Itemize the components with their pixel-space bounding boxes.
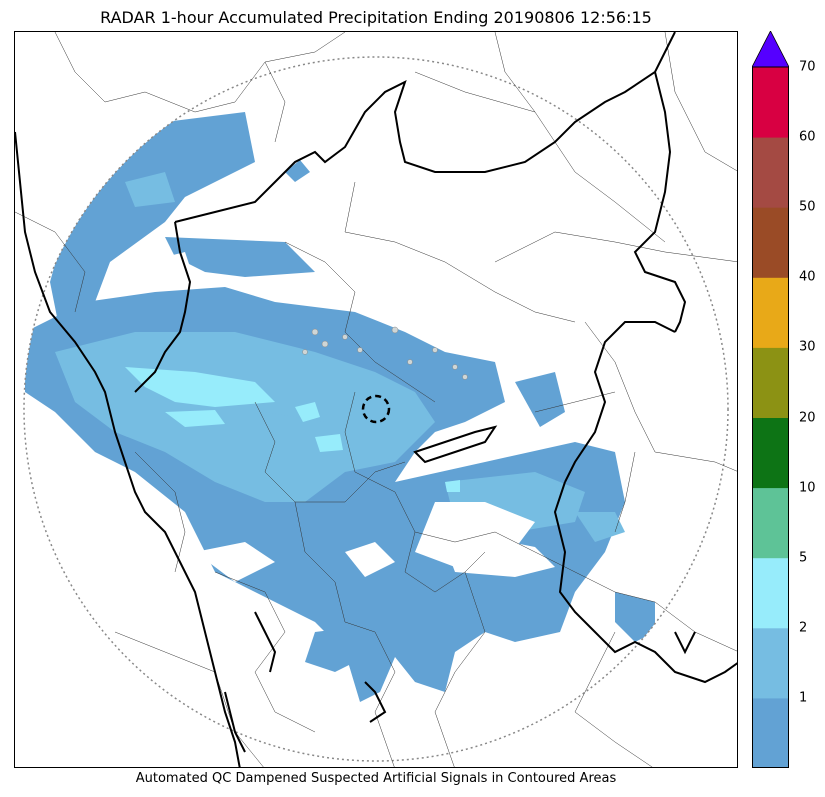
- colorbar-band: [752, 67, 789, 138]
- colorbar-tick-label: 5: [799, 550, 808, 566]
- colorbar-svg: [752, 31, 789, 768]
- radar-range-ring: [23, 56, 729, 762]
- colorbar-band: [752, 487, 789, 559]
- radar-map[interactable]: [14, 31, 738, 768]
- colorbar-tick-label: 20: [799, 410, 816, 425]
- colorbar-tick-label: 40: [799, 269, 816, 285]
- colorbar-band: [752, 627, 789, 699]
- qc-footnote: Automated QC Dampened Suspected Artifici…: [135, 771, 617, 786]
- colorbar-band: [752, 557, 789, 629]
- colorbar-tick-label: 50: [799, 199, 816, 215]
- colorbar: [752, 31, 789, 768]
- colorbar-tick-label: 70: [799, 59, 816, 75]
- district-boundaries: [15, 32, 737, 767]
- colorbar-frame: [752, 66, 789, 768]
- colorbar-band: [752, 137, 789, 208]
- colorbar-band: [752, 697, 789, 768]
- colorbar-tick-label: 30: [799, 339, 816, 355]
- radar-map-svg: [15, 32, 737, 767]
- precipitation-layer: [25, 112, 655, 702]
- precip-gaps: [145, 252, 555, 582]
- colorbar-band: [752, 207, 789, 278]
- state-boundaries: [15, 32, 737, 767]
- colorbar-band: [752, 347, 789, 418]
- colorbar-tick-label: 60: [799, 129, 816, 145]
- colorbar-tick-label: 10: [799, 480, 816, 496]
- colorbar-tick-label: 1: [799, 690, 808, 706]
- radar-site-marker: [361, 394, 391, 424]
- colorbar-band: [752, 417, 789, 489]
- precip-heavy-area: [125, 367, 460, 492]
- qc-contours: [302, 326, 468, 380]
- colorbar-band: [752, 277, 789, 348]
- map-title: RADAR 1-hour Accumulated Precipitation E…: [100, 8, 652, 27]
- colorbar-tick-label: 2: [799, 620, 808, 636]
- colorbar-extend-triangle: [752, 31, 789, 68]
